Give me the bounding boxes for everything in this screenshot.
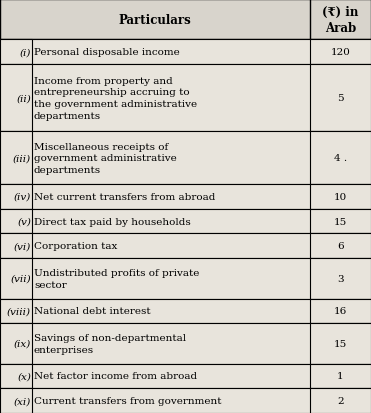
Bar bbox=[0, 185, 32, 209]
Text: 6: 6 bbox=[337, 242, 344, 251]
Text: National debt interest: National debt interest bbox=[34, 307, 151, 316]
Text: (vi): (vi) bbox=[14, 242, 31, 251]
Text: sector: sector bbox=[34, 280, 67, 289]
Bar bbox=[310, 299, 371, 323]
Bar bbox=[0, 299, 371, 323]
Text: Direct tax paid by households: Direct tax paid by households bbox=[34, 217, 191, 226]
Bar bbox=[0, 209, 32, 234]
Bar bbox=[0, 259, 371, 299]
Bar bbox=[0, 364, 32, 388]
Text: Income from property and: Income from property and bbox=[34, 76, 173, 85]
Bar bbox=[0, 299, 32, 323]
Bar bbox=[310, 185, 371, 209]
Text: 15: 15 bbox=[334, 339, 347, 348]
Text: enterprises: enterprises bbox=[34, 345, 94, 354]
Text: (viii): (viii) bbox=[7, 307, 31, 316]
Text: government administrative: government administrative bbox=[34, 154, 177, 163]
Text: 16: 16 bbox=[334, 307, 347, 316]
Text: (iii): (iii) bbox=[13, 154, 31, 163]
Bar bbox=[0, 40, 32, 65]
Text: Corporation tax: Corporation tax bbox=[34, 242, 117, 251]
Bar bbox=[310, 132, 371, 185]
Bar bbox=[310, 209, 371, 234]
Bar bbox=[310, 259, 371, 299]
Text: 10: 10 bbox=[334, 192, 347, 202]
Text: Savings of non-departmental: Savings of non-departmental bbox=[34, 333, 186, 342]
Bar bbox=[310, 323, 371, 364]
Text: (x): (x) bbox=[17, 372, 31, 380]
Bar bbox=[0, 132, 32, 185]
Text: Miscellaneous receipts of: Miscellaneous receipts of bbox=[34, 142, 168, 151]
Text: Undistributed profits of private: Undistributed profits of private bbox=[34, 268, 199, 278]
Bar bbox=[0, 185, 371, 209]
Text: 3: 3 bbox=[337, 274, 344, 283]
Text: Net current transfers from abroad: Net current transfers from abroad bbox=[34, 192, 216, 202]
Bar bbox=[0, 65, 32, 132]
Bar bbox=[0, 209, 371, 234]
Text: 15: 15 bbox=[334, 217, 347, 226]
Bar bbox=[0, 40, 371, 65]
Bar bbox=[0, 234, 32, 259]
Bar bbox=[310, 40, 371, 65]
Text: 1: 1 bbox=[337, 372, 344, 380]
Text: departments: departments bbox=[34, 166, 101, 174]
Text: (xi): (xi) bbox=[14, 396, 31, 405]
Text: Current transfers from government: Current transfers from government bbox=[34, 396, 221, 405]
Bar bbox=[310, 65, 371, 132]
Bar bbox=[310, 0, 371, 40]
Bar bbox=[0, 364, 371, 388]
Text: 120: 120 bbox=[331, 48, 351, 57]
Bar bbox=[0, 132, 371, 185]
Text: (ii): (ii) bbox=[16, 94, 31, 103]
Text: entrepreneurship accruing to: entrepreneurship accruing to bbox=[34, 88, 190, 97]
Bar bbox=[0, 259, 32, 299]
Bar bbox=[310, 364, 371, 388]
Bar bbox=[0, 0, 371, 40]
Bar bbox=[0, 388, 32, 413]
Bar bbox=[310, 234, 371, 259]
Text: the government administrative: the government administrative bbox=[34, 100, 197, 109]
Text: (iv): (iv) bbox=[14, 192, 31, 202]
Text: 5: 5 bbox=[337, 94, 344, 103]
Bar bbox=[0, 323, 32, 364]
Text: Particulars: Particulars bbox=[119, 14, 191, 26]
Bar bbox=[0, 65, 371, 132]
Text: (v): (v) bbox=[17, 217, 31, 226]
Text: (₹) in
Arab: (₹) in Arab bbox=[322, 6, 359, 35]
Bar bbox=[0, 388, 371, 413]
Text: 2: 2 bbox=[337, 396, 344, 405]
Text: Personal disposable income: Personal disposable income bbox=[34, 48, 180, 57]
Bar bbox=[0, 234, 371, 259]
Text: departments: departments bbox=[34, 112, 101, 120]
Text: (vii): (vii) bbox=[10, 274, 31, 283]
Text: 4 .: 4 . bbox=[334, 154, 347, 163]
Bar bbox=[310, 388, 371, 413]
Bar bbox=[0, 323, 371, 364]
Text: (ix): (ix) bbox=[14, 339, 31, 348]
Text: (i): (i) bbox=[20, 48, 31, 57]
Text: Net factor income from abroad: Net factor income from abroad bbox=[34, 372, 197, 380]
